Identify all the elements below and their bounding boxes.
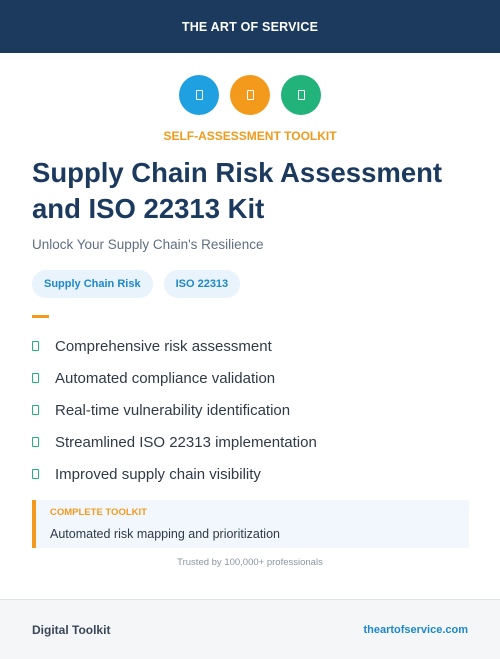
icon-row (0, 75, 500, 115)
feature-text: Comprehensive risk assessment (55, 337, 272, 355)
top-banner: THE ART OF SERVICE (0, 0, 500, 53)
check-icon (32, 373, 39, 383)
trust-note: Trusted by 100,000+ professionals (177, 557, 323, 568)
callout-label: COMPLETE TOOLKIT (50, 507, 147, 518)
tag-list: Supply Chain Risk ISO 22313 (32, 270, 241, 298)
accent-divider (32, 315, 49, 318)
page-title: Supply Chain Risk Assessment and ISO 223… (32, 157, 443, 224)
check-icon (32, 469, 39, 479)
brand-name: THE ART OF SERVICE (181, 19, 319, 34)
feature-text: Automated compliance validation (55, 369, 276, 387)
toolkit-callout: COMPLETE TOOLKIT Automated risk mapping … (32, 500, 469, 548)
check-icon (32, 341, 39, 351)
website-link[interactable]: theartofservice.com (363, 623, 468, 636)
feature-list: Comprehensive risk assessment Automated … (32, 330, 472, 490)
list-item: Automated compliance validation (32, 362, 472, 394)
green-badge-icon (281, 75, 321, 115)
callout-text: Automated risk mapping and prioritizatio… (50, 527, 280, 541)
feature-text: Streamlined ISO 22313 implementation (55, 433, 317, 451)
kicker-label: SELF-ASSESSMENT TOOLKIT (163, 129, 337, 143)
blue-badge-icon (179, 75, 219, 115)
list-item: Comprehensive risk assessment (32, 330, 472, 362)
feature-text: Improved supply chain visibility (55, 465, 261, 483)
list-item: Streamlined ISO 22313 implementation (32, 426, 472, 458)
tag-iso-22313: ISO 22313 (163, 270, 241, 298)
list-item: Improved supply chain visibility (32, 458, 472, 490)
footer-label: Digital Toolkit (32, 622, 111, 637)
subtitle: Unlock Your Supply Chain's Resilience (32, 237, 264, 252)
check-icon (32, 405, 39, 415)
orange-badge-icon (230, 75, 270, 115)
tag-supply-chain-risk: Supply Chain Risk (32, 270, 153, 298)
footer: Digital Toolkit theartofservice.com (0, 599, 500, 659)
list-item: Real-time vulnerability identification (32, 394, 472, 426)
feature-text: Real-time vulnerability identification (55, 401, 291, 419)
check-icon (32, 437, 39, 447)
